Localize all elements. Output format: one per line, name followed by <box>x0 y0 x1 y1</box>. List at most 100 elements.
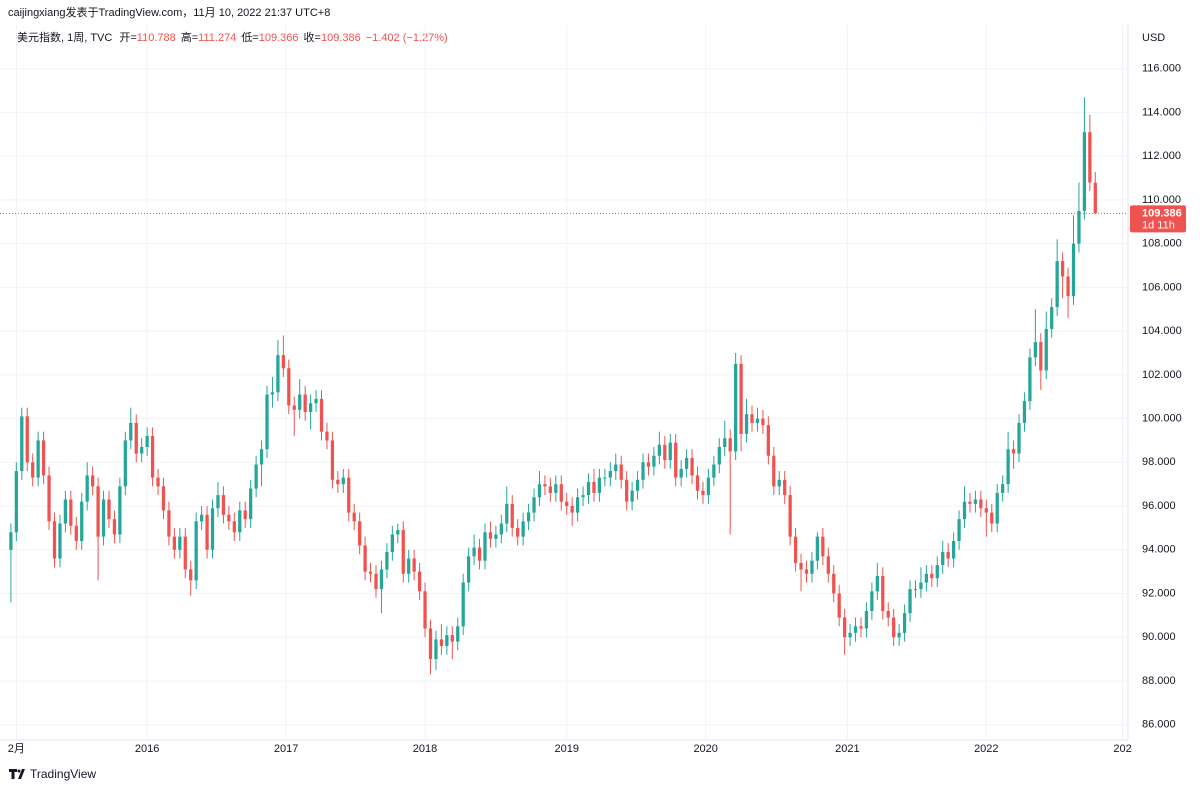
candle-body <box>379 569 384 590</box>
candle-body <box>298 394 302 410</box>
candle-body <box>412 558 416 572</box>
candle-body <box>853 626 858 633</box>
y-tick-label: 104.000 <box>1142 325 1182 337</box>
legend-value: 109.386 <box>321 32 361 44</box>
y-tick-label: 94.000 <box>1142 544 1176 556</box>
candle-body <box>543 484 547 487</box>
candle-body <box>614 464 618 472</box>
x-tick-label: 2018 <box>413 743 437 755</box>
last-price-label: 109.386 <box>1142 207 1182 219</box>
legend: 美元指数, 1周, TVC 开=110.788 高=111.274 低=109.366… <box>17 30 448 44</box>
candle-body <box>336 479 340 485</box>
candle-body <box>951 541 956 559</box>
candle-body <box>292 405 296 410</box>
candle-body <box>597 477 602 493</box>
candle-body <box>352 512 356 522</box>
candle-body <box>603 477 607 479</box>
grid <box>0 25 1128 740</box>
candle-body <box>167 510 171 537</box>
candle-body <box>161 486 166 511</box>
candle-body <box>646 462 651 467</box>
candle-body <box>363 545 367 572</box>
candle-body <box>744 414 749 434</box>
candle-body <box>619 464 623 480</box>
candle-body <box>913 589 918 591</box>
candle-body <box>777 479 781 487</box>
candle-body <box>526 512 531 522</box>
legend-value: 110.788 <box>137 32 176 44</box>
candle-body <box>494 534 498 539</box>
y-tick-label: 102.000 <box>1142 369 1182 381</box>
candle-body <box>47 475 51 522</box>
candle-body <box>516 527 520 537</box>
candle-body <box>58 523 62 559</box>
candle-body <box>227 514 231 522</box>
candle-body <box>140 447 144 454</box>
candle-body <box>761 418 765 426</box>
candle-body <box>461 582 465 627</box>
candle-body <box>902 613 907 633</box>
candle-body <box>25 416 29 463</box>
candle-body <box>892 617 896 638</box>
candle-body <box>930 573 934 579</box>
candle-body <box>565 501 569 507</box>
candle-body <box>935 565 939 579</box>
candle-body <box>695 475 700 491</box>
candle-body <box>1093 182 1097 214</box>
y-tick-label: 88.000 <box>1142 675 1176 687</box>
candle-body <box>314 398 318 404</box>
countdown: 1d 11h <box>1142 219 1175 231</box>
candle-body <box>706 477 711 496</box>
candle-body <box>172 536 177 550</box>
candle-body <box>80 501 84 542</box>
candle-body <box>450 635 454 642</box>
candle-body <box>303 394 307 413</box>
candle-body <box>276 355 280 393</box>
candle-body <box>456 626 460 642</box>
y-tick-label: 92.000 <box>1142 587 1176 599</box>
y-tick-label: 98.000 <box>1142 456 1176 468</box>
candle-body <box>205 514 209 550</box>
candle-body <box>134 422 138 454</box>
candle-body <box>859 626 863 629</box>
candle-body <box>979 499 983 509</box>
candle-body <box>990 512 994 524</box>
candle-body <box>608 471 612 478</box>
candle-body <box>592 481 596 493</box>
candle-body <box>368 571 373 574</box>
candle-body <box>1050 307 1054 329</box>
x-tick-label: 2017 <box>274 743 298 755</box>
candle-body <box>91 475 95 487</box>
candle-body <box>1082 132 1087 211</box>
legend-label: 收= <box>304 30 321 44</box>
x-tick-label: 2020 <box>693 743 717 755</box>
y-tick-label: 86.000 <box>1142 719 1176 731</box>
candle-body <box>1022 401 1027 423</box>
candle-body <box>1077 210 1081 244</box>
candle-body <box>532 497 536 513</box>
candle-body <box>537 484 542 498</box>
legend-symbol: 美元指数, 1周, TVC <box>17 30 112 44</box>
candle-body <box>968 501 972 504</box>
candles <box>9 97 1097 675</box>
candle-body <box>1017 422 1021 454</box>
candle-body <box>652 455 656 467</box>
currency: USD <box>1142 32 1165 44</box>
candle-body <box>1066 276 1070 297</box>
x-tick-label: 202 <box>1113 743 1131 755</box>
candle-body <box>641 462 645 480</box>
candle-body <box>249 488 253 520</box>
brand-logo <box>9 769 25 779</box>
candle-body <box>723 438 727 448</box>
candle-body <box>586 481 591 496</box>
candle-body <box>347 477 351 513</box>
candle-body <box>390 534 394 552</box>
candle-body <box>396 530 400 535</box>
candle-body <box>984 508 988 513</box>
candle-body <box>788 495 792 537</box>
candle-body <box>864 610 869 629</box>
candle-body <box>401 530 405 574</box>
candle-body <box>63 499 68 524</box>
candle-body <box>755 418 760 423</box>
